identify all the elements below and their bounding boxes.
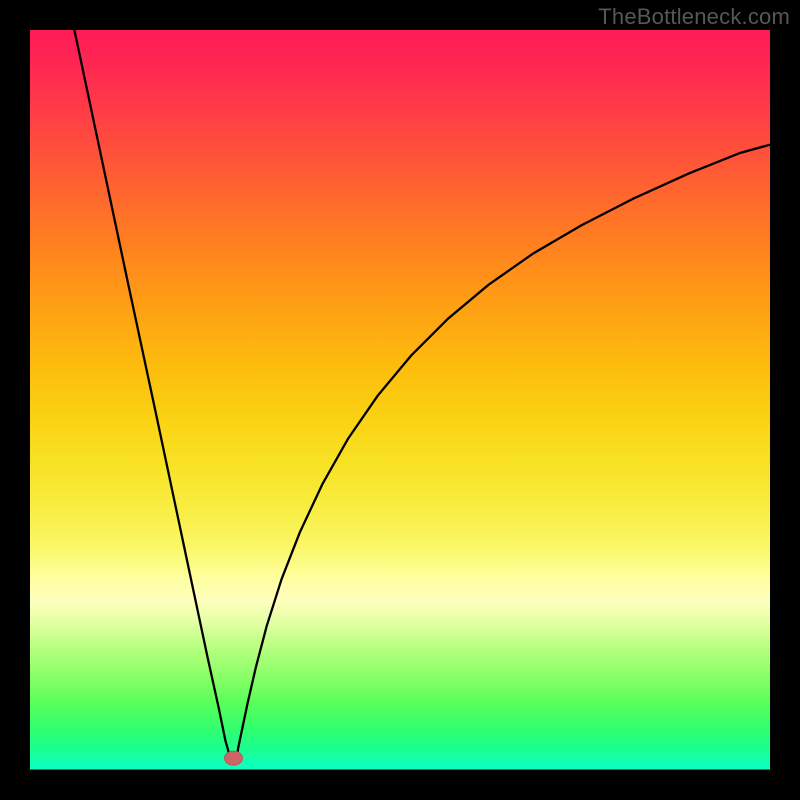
- chart-svg: [0, 0, 800, 800]
- chart-stage: TheBottleneck.com: [0, 0, 800, 800]
- watermark-text: TheBottleneck.com: [598, 4, 790, 30]
- plot-gradient-background: [30, 30, 770, 770]
- optimal-point-marker: [225, 751, 243, 765]
